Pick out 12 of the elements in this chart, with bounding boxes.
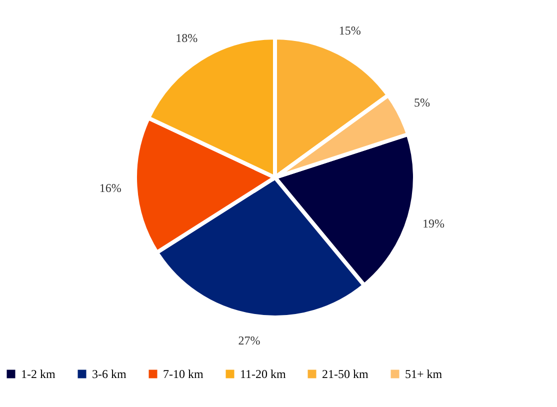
data-label: 15% [338, 23, 361, 38]
data-label: 19% [422, 216, 444, 231]
legend-label: 3-6 km [92, 367, 127, 381]
legend-label: 51+ km [405, 367, 443, 381]
data-label: 16% [99, 180, 122, 195]
data-label: 5% [414, 96, 430, 110]
legend-label: 7-10 km [163, 367, 204, 381]
legend-label: 11-20 km [240, 367, 287, 381]
data-label: 18% [176, 31, 198, 46]
data-label: 27% [238, 333, 260, 348]
legend-label: 21-50 km [322, 367, 369, 381]
legend-label: 1-2 km [21, 367, 56, 381]
